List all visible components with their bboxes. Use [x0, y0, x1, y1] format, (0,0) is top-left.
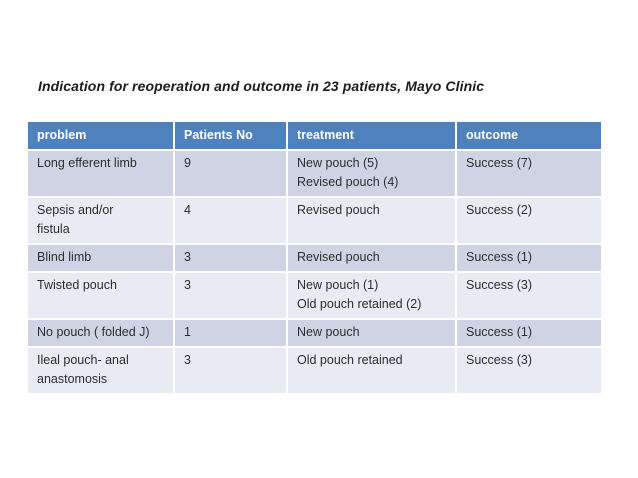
column-header-patients-no: Patients No [175, 122, 288, 151]
cell-problem: Blind limb [28, 245, 175, 273]
cell-treatment: Revised pouch [288, 245, 457, 273]
cell-patients-no: 9 [175, 151, 288, 198]
column-header-treatment: treatment [288, 122, 457, 151]
cell-patients-no: 1 [175, 320, 288, 348]
table-row: Twisted pouch 3 New pouch (1) Old pouch … [28, 273, 601, 320]
cell-problem: Twisted pouch [28, 273, 175, 320]
cell-outcome: Success (2) [457, 198, 601, 245]
cell-patients-no: 4 [175, 198, 288, 245]
table-row: Ileal pouch- anal anastomosis 3 Old pouc… [28, 348, 601, 395]
cell-outcome: Success (1) [457, 320, 601, 348]
cell-problem: No pouch ( folded J) [28, 320, 175, 348]
reoperation-outcome-table: problem Patients No treatment outcome Lo… [28, 122, 601, 395]
header-row: problem Patients No treatment outcome [28, 122, 601, 151]
cell-patients-no: 3 [175, 348, 288, 395]
cell-problem: Sepsis and/or fistula [28, 198, 175, 245]
cell-outcome: Success (1) [457, 245, 601, 273]
column-header-problem: problem [28, 122, 175, 151]
table-row: Sepsis and/or fistula 4 Revised pouch Su… [28, 198, 601, 245]
table-header: problem Patients No treatment outcome [28, 122, 601, 151]
table-row: Blind limb 3 Revised pouch Success (1) [28, 245, 601, 273]
cell-patients-no: 3 [175, 273, 288, 320]
slide-title: Indication for reoperation and outcome i… [38, 78, 485, 94]
table-row: No pouch ( folded J) 1 New pouch Success… [28, 320, 601, 348]
cell-treatment: New pouch (5) Revised pouch (4) [288, 151, 457, 198]
table-row: Long efferent limb 9 New pouch (5) Revis… [28, 151, 601, 198]
cell-outcome: Success (7) [457, 151, 601, 198]
cell-outcome: Success (3) [457, 348, 601, 395]
cell-treatment: New pouch (1) Old pouch retained (2) [288, 273, 457, 320]
cell-outcome: Success (3) [457, 273, 601, 320]
cell-problem: Long efferent limb [28, 151, 175, 198]
cell-problem: Ileal pouch- anal anastomosis [28, 348, 175, 395]
cell-patients-no: 3 [175, 245, 288, 273]
cell-treatment: Revised pouch [288, 198, 457, 245]
column-header-outcome: outcome [457, 122, 601, 151]
cell-treatment: New pouch [288, 320, 457, 348]
table-body: Long efferent limb 9 New pouch (5) Revis… [28, 151, 601, 395]
cell-treatment: Old pouch retained [288, 348, 457, 395]
